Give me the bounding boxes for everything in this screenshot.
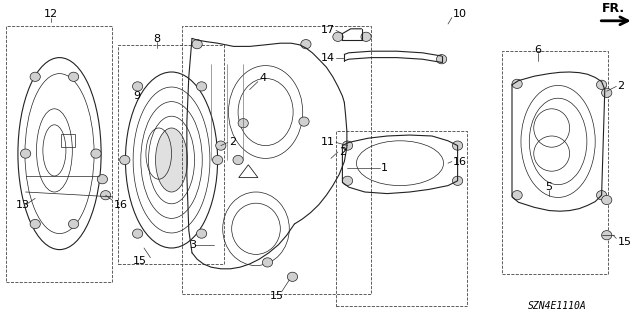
Text: 1: 1 — [381, 163, 388, 173]
Ellipse shape — [196, 82, 207, 91]
Bar — [6, 26, 112, 282]
Ellipse shape — [602, 88, 612, 97]
Ellipse shape — [342, 176, 353, 185]
Ellipse shape — [262, 258, 273, 267]
Text: FR.: FR. — [602, 2, 625, 14]
Ellipse shape — [212, 156, 223, 164]
Text: 15: 15 — [132, 256, 147, 266]
Ellipse shape — [100, 191, 111, 200]
Ellipse shape — [216, 141, 226, 150]
Text: 6: 6 — [534, 44, 541, 55]
Text: 8: 8 — [153, 34, 161, 44]
Ellipse shape — [30, 220, 40, 228]
Ellipse shape — [333, 32, 343, 41]
Text: 14: 14 — [321, 52, 335, 63]
Bar — [336, 131, 467, 306]
Ellipse shape — [196, 229, 207, 238]
Bar — [61, 134, 75, 147]
Ellipse shape — [68, 220, 79, 228]
Text: SZN4E1110A: SZN4E1110A — [527, 300, 586, 311]
Text: 13: 13 — [16, 200, 30, 210]
Ellipse shape — [342, 141, 353, 150]
Text: 10: 10 — [453, 9, 467, 20]
Bar — [502, 51, 608, 274]
Bar — [182, 26, 371, 294]
Text: 5: 5 — [546, 182, 552, 192]
Ellipse shape — [192, 40, 202, 49]
Ellipse shape — [132, 82, 143, 91]
Ellipse shape — [287, 272, 298, 281]
Ellipse shape — [68, 72, 79, 81]
Ellipse shape — [20, 149, 31, 158]
Text: 16: 16 — [114, 200, 128, 210]
Ellipse shape — [602, 196, 612, 204]
Ellipse shape — [596, 191, 607, 200]
Text: 2: 2 — [229, 137, 236, 148]
Ellipse shape — [596, 80, 607, 89]
Text: 4: 4 — [259, 73, 266, 84]
Text: 3: 3 — [189, 240, 196, 250]
Ellipse shape — [436, 55, 447, 64]
Ellipse shape — [512, 79, 522, 88]
Text: 11: 11 — [321, 137, 335, 148]
Ellipse shape — [301, 40, 311, 49]
Text: 15: 15 — [269, 291, 284, 301]
Ellipse shape — [156, 128, 188, 192]
Ellipse shape — [132, 229, 143, 238]
Text: 2: 2 — [618, 81, 625, 92]
Text: 9: 9 — [132, 91, 140, 101]
Ellipse shape — [602, 231, 612, 240]
Ellipse shape — [238, 119, 248, 128]
Ellipse shape — [361, 32, 371, 41]
Ellipse shape — [299, 117, 309, 126]
Ellipse shape — [30, 72, 40, 81]
Text: 15: 15 — [618, 236, 632, 247]
Ellipse shape — [452, 141, 463, 150]
Bar — [118, 45, 224, 264]
Ellipse shape — [91, 149, 101, 158]
Text: 2: 2 — [339, 147, 346, 157]
Ellipse shape — [452, 176, 463, 185]
Text: 12: 12 — [44, 9, 58, 20]
Ellipse shape — [512, 191, 522, 200]
Text: 17: 17 — [321, 25, 335, 36]
Ellipse shape — [120, 156, 130, 164]
Ellipse shape — [97, 175, 108, 184]
Text: 16: 16 — [453, 156, 467, 167]
Ellipse shape — [233, 156, 243, 164]
